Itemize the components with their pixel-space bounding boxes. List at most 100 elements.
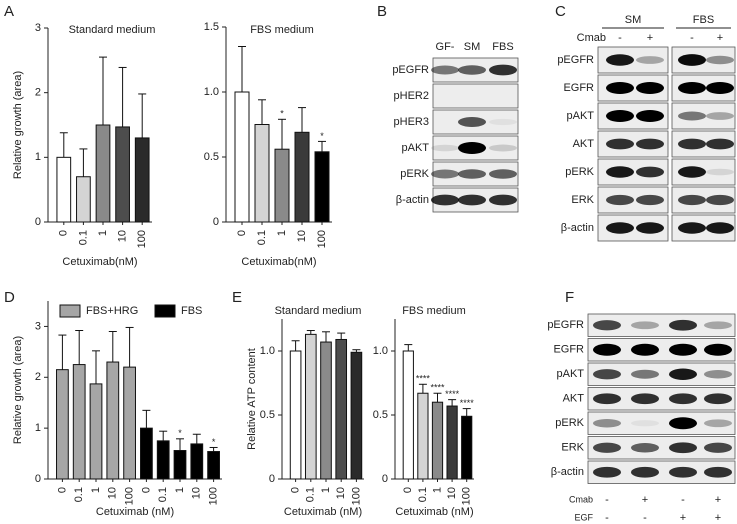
blot-band — [606, 82, 634, 94]
blot-band — [458, 169, 486, 179]
treatment-sign: + — [717, 32, 723, 44]
significance: * — [212, 437, 216, 447]
blot-band — [636, 138, 664, 150]
blot-band — [606, 222, 634, 234]
blot-band — [669, 417, 697, 430]
y-tick-label: 1.0 — [204, 86, 219, 98]
blot-band — [431, 144, 459, 152]
x-tick-label: 1 — [431, 487, 443, 493]
bar — [431, 401, 444, 480]
x-tick-label: 10 — [191, 487, 203, 499]
bar — [294, 131, 310, 223]
blot-band — [593, 442, 621, 453]
blot-band — [678, 194, 706, 206]
row-label: EGFR — [563, 82, 594, 94]
bar — [173, 450, 187, 480]
bar — [402, 350, 414, 480]
blot-band — [669, 319, 697, 331]
legend-swatch — [59, 304, 81, 318]
blot-strip — [587, 362, 736, 386]
bar — [56, 156, 72, 223]
x-tick-label: 10 — [335, 487, 347, 499]
x-tick-label: 100 — [124, 487, 136, 505]
blot-band — [706, 138, 734, 150]
bar — [123, 366, 136, 480]
y-tick-label: 1 — [35, 422, 41, 434]
legend-label: FBS+HRG — [86, 305, 138, 317]
blot-band — [631, 343, 659, 356]
bar — [320, 341, 332, 480]
treatment-sign: - — [618, 32, 622, 44]
y-tick-label: 1 — [35, 151, 41, 163]
row-label: AKT — [563, 393, 585, 405]
row-label: AKT — [573, 138, 595, 150]
panel-letter: A — [4, 3, 14, 20]
row-label: pHER2 — [394, 90, 429, 102]
row-label: pEGFR — [547, 319, 584, 331]
blot-band — [636, 56, 664, 64]
blot-band — [431, 169, 459, 179]
blot-band — [631, 393, 659, 405]
x-tick-label: 10 — [296, 230, 308, 242]
blot-band — [704, 442, 732, 453]
bar — [350, 351, 363, 480]
row-label: pHER3 — [394, 116, 429, 128]
chart-title: Standard medium — [69, 24, 156, 36]
bar — [446, 405, 458, 480]
blot-band — [706, 168, 734, 176]
x-tick-label: 100 — [316, 230, 328, 248]
x-tick-label: 100 — [136, 230, 148, 248]
blot-band — [706, 194, 734, 206]
x-axis-label: Cetuximab (nM) — [96, 506, 174, 518]
x-tick-label: 1 — [174, 487, 186, 493]
significance: * — [320, 131, 324, 141]
blot-strip — [587, 411, 736, 435]
bar — [89, 383, 103, 480]
y-tick-label: 2 — [35, 87, 41, 99]
blot-band — [606, 54, 634, 66]
blot-band — [606, 138, 634, 150]
blot-band — [631, 442, 659, 453]
x-axis-label: Cetuximab(nM) — [62, 256, 137, 268]
bar — [190, 443, 204, 480]
blot-band — [678, 138, 706, 150]
group-label: FBS — [693, 14, 714, 26]
significance: **** — [430, 383, 445, 393]
bar — [461, 415, 473, 480]
blot-band — [606, 110, 634, 122]
row-label: β-actin — [551, 466, 584, 478]
treatment-sign: - — [605, 512, 609, 524]
x-tick-label: 1 — [90, 487, 102, 493]
treatment-sign: - — [681, 494, 685, 506]
y-tick-label: 0 — [382, 473, 388, 485]
row-label: pEGFR — [392, 64, 429, 76]
x-axis-label: Cetuximab(nM) — [241, 256, 316, 268]
blot-band — [704, 466, 732, 478]
blot-band — [489, 169, 517, 179]
blot-band — [489, 144, 517, 152]
bar — [207, 451, 220, 480]
blot-band — [458, 117, 486, 127]
x-axis-label: Cetuximab (nM) — [284, 506, 362, 518]
blot-band — [458, 142, 486, 154]
blot-band — [458, 194, 486, 206]
bar — [254, 124, 270, 223]
x-tick-label: 1 — [97, 230, 109, 236]
blot-band — [631, 466, 659, 478]
chart-title: FBS medium — [402, 305, 466, 317]
blot-band — [706, 222, 734, 234]
y-tick-label: 2 — [35, 371, 41, 383]
row-label: EGFR — [553, 344, 584, 356]
panel-letter: F — [565, 289, 574, 306]
bar — [417, 392, 429, 480]
blot-band — [669, 466, 697, 478]
blot-band — [669, 368, 697, 380]
blot-band — [704, 419, 732, 428]
x-tick-label: 100 — [461, 487, 473, 505]
y-tick-label: 0.5 — [204, 151, 219, 163]
y-tick-label: 1.0 — [373, 345, 388, 357]
blot-band — [489, 64, 517, 76]
bar — [289, 350, 302, 480]
x-tick-label: 0.1 — [73, 487, 85, 502]
y-tick-label: 0 — [35, 473, 41, 485]
